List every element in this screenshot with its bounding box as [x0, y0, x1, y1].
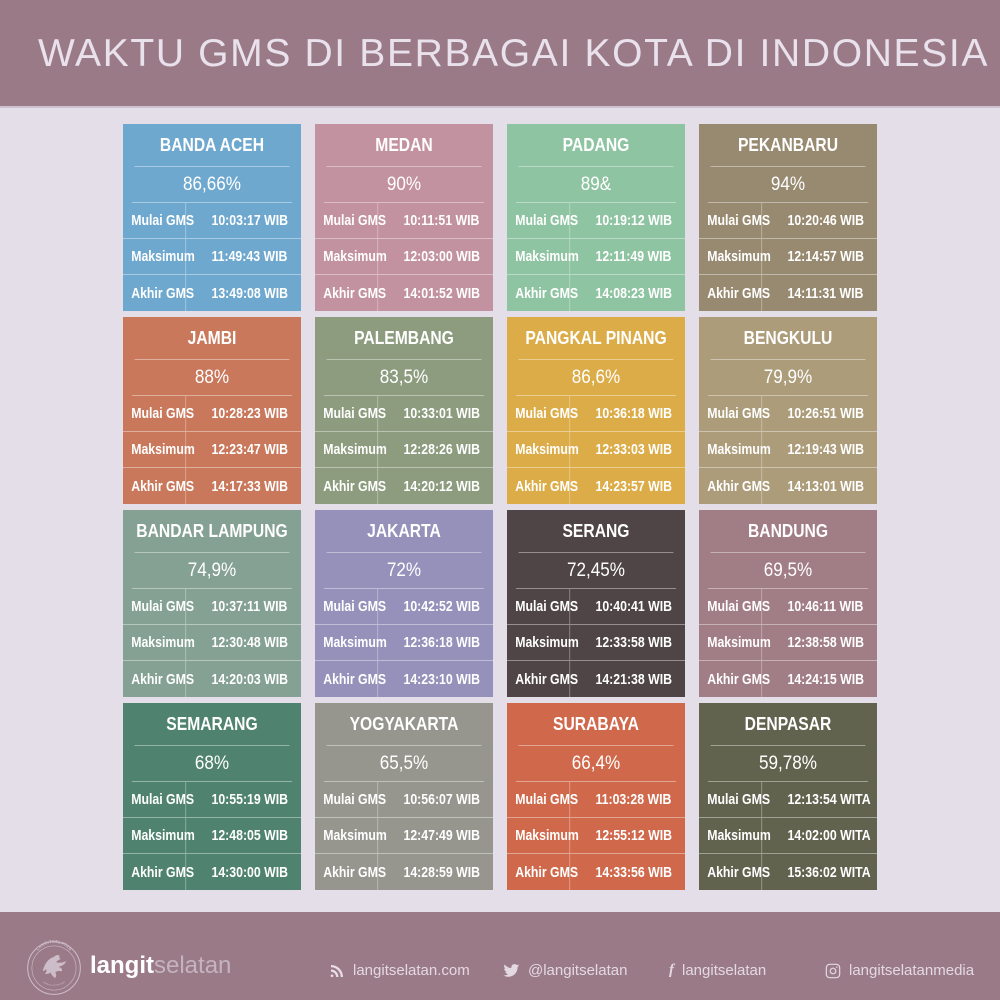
svg-text:LEMBAGA ASTRONOMI: LEMBAGA ASTRONOMI — [42, 981, 66, 987]
